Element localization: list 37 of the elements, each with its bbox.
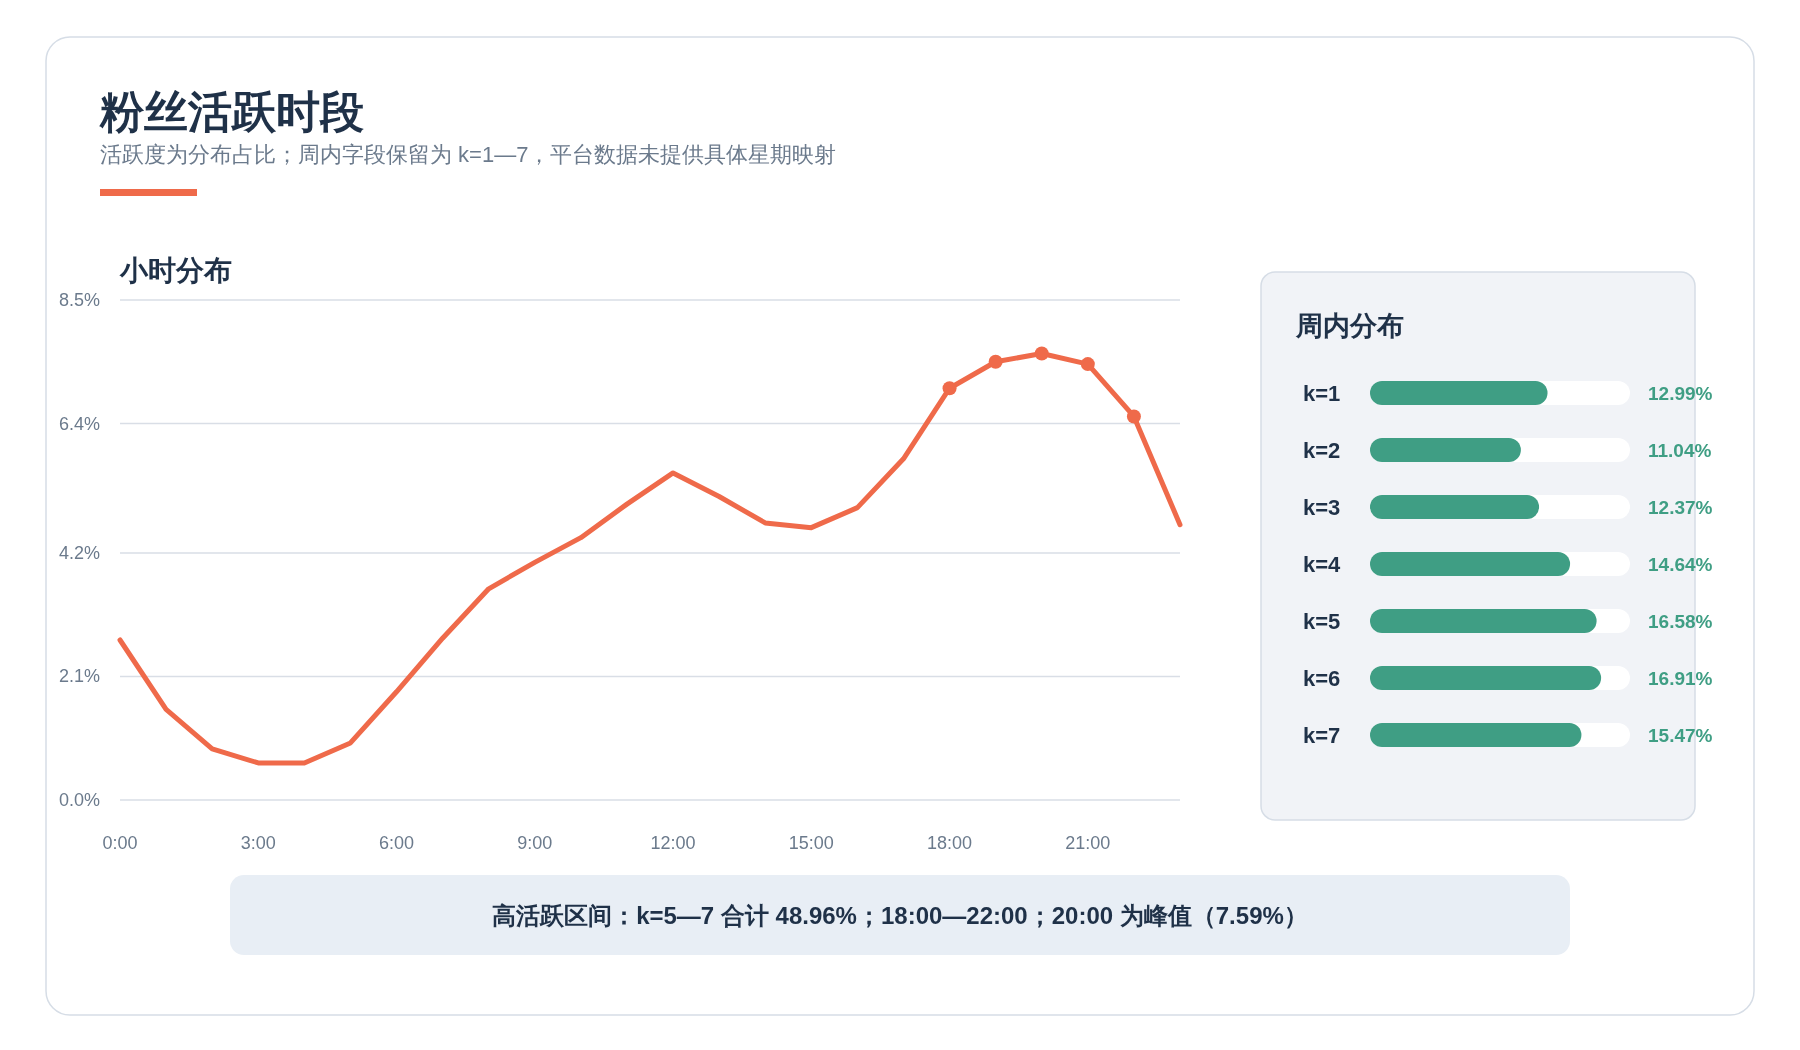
- x-tick-label: 15:00: [788, 833, 834, 853]
- data-label: 16.58%: [1648, 611, 1713, 632]
- y-tick-label: 0.0%: [58, 790, 100, 810]
- x-tick-label: 21:00: [1065, 833, 1111, 853]
- x-tick-label: 18:00: [927, 833, 973, 853]
- text: 活跃度为分布占比；周内字段保留为 k=1—7，平台数据未提供具体星期映射: [100, 142, 837, 167]
- data-label: 12.99%: [1648, 383, 1713, 404]
- x-tick-label: 3:00: [240, 833, 276, 853]
- data-label: 16.91%: [1648, 668, 1713, 689]
- y-tick-label: 2.1%: [58, 666, 100, 687]
- point: [1034, 346, 1049, 361]
- y-tick-label: 6.4%: [58, 413, 100, 434]
- chart-title: 周内分布: [1295, 311, 1404, 341]
- chart-title: 小时分布: [119, 255, 232, 286]
- x-tick-label: 0:00: [102, 833, 138, 853]
- y-tick-label: k=4: [1303, 552, 1342, 577]
- data-label: 11.04%: [1648, 440, 1712, 461]
- point: [988, 354, 1003, 369]
- point: [942, 381, 957, 396]
- y-tick-label: k=2: [1303, 438, 1341, 463]
- y-tick-label: 8.5%: [58, 290, 100, 310]
- y-tick-label: k=6: [1303, 666, 1341, 691]
- point: [1126, 409, 1141, 424]
- y-tick-label: k=1: [1303, 381, 1341, 406]
- x-tick-label: 12:00: [650, 833, 696, 853]
- y-tick-label: 4.2%: [58, 542, 100, 563]
- x-tick-label: 9:00: [517, 833, 553, 853]
- point: [1080, 357, 1095, 372]
- text: 高活跃区间：k=5—7 合计 48.96%；18:00—22:00；20:00 为峰值（7.59%）: [492, 902, 1308, 929]
- text: 粉丝活跃时段: [99, 87, 364, 136]
- x-tick-label: 6:00: [379, 833, 415, 853]
- data-label: 12.37%: [1648, 497, 1713, 518]
- data-label: 14.64%: [1648, 554, 1713, 575]
- data-label: 15.47%: [1648, 725, 1713, 746]
- y-tick-label: k=7: [1303, 723, 1341, 748]
- y-tick-label: k=3: [1303, 495, 1341, 520]
- y-tick-label: k=5: [1303, 609, 1341, 634]
